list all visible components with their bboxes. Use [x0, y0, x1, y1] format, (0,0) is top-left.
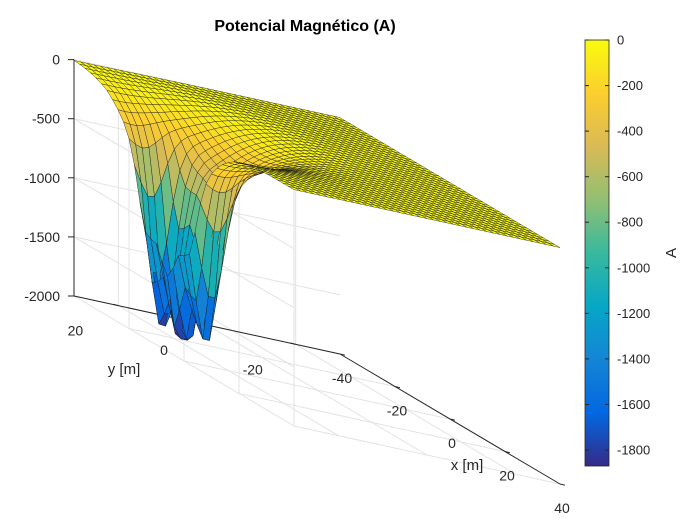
surface-plot: [73, 60, 561, 341]
colorbar-tick-label: -1200: [617, 306, 650, 321]
x-axis-label: x [m]: [451, 457, 484, 474]
z-tick-label: -1500: [24, 229, 60, 245]
x-tick-mark: [339, 353, 346, 356]
z-tick-label: -1000: [24, 170, 60, 186]
grid-line: [293, 425, 561, 485]
y-tick-label: -20: [243, 361, 263, 377]
surface-patch: [547, 242, 561, 248]
y-axis-label: y [m]: [108, 361, 141, 378]
x-tick-mark: [449, 418, 456, 421]
colorbar-tick-label: -1800: [617, 443, 650, 458]
colorbar-tick-label: -600: [617, 169, 643, 184]
colorbar-tick-label: -200: [617, 78, 643, 93]
x-tick-label: 20: [499, 468, 515, 484]
y-tick-label: 0: [160, 342, 168, 358]
colorbar-tick-label: -1600: [617, 397, 650, 412]
grid-line: [238, 393, 506, 452]
chart-title: Potencial Magnético (A): [214, 18, 395, 35]
colorbar-tick-label: -1000: [617, 260, 650, 275]
plot-axes: -40 -20 0 20 40 -20 0 20 -2000 -1500 -1000 -500 0 x […: [24, 52, 570, 516]
x-tick-mark: [559, 483, 566, 486]
colorbar-tick-label: -800: [617, 215, 643, 230]
colorbar: -1800 -1600 -1400 -1200 -1000 -800 -600 -400 -20…: [584, 33, 650, 467]
colorbar-label: A: [663, 248, 680, 258]
z-tick-label: 0: [52, 52, 60, 68]
y-tick-mark: [290, 342, 296, 345]
x-tick-label: 0: [448, 435, 456, 451]
colorbar-tick-label: -400: [617, 124, 643, 139]
z-tick-label: -500: [32, 111, 60, 127]
grid-line: [128, 328, 396, 387]
x-tick-mark: [504, 451, 511, 454]
x-tick-label: -40: [332, 370, 352, 386]
z-tick-label: -2000: [24, 288, 60, 304]
y-tick-label: 20: [68, 323, 84, 339]
x-tick-label: -20: [387, 403, 407, 419]
grid-line: [183, 360, 451, 420]
colorbar-gradient: [584, 39, 610, 467]
x-tick-mark: [394, 386, 401, 389]
colorbar-tick-label: 0: [617, 33, 624, 48]
colorbar-tick-label: -1400: [617, 351, 650, 366]
x-tick-label: 40: [554, 500, 570, 516]
y-tick-mark: [113, 303, 119, 307]
